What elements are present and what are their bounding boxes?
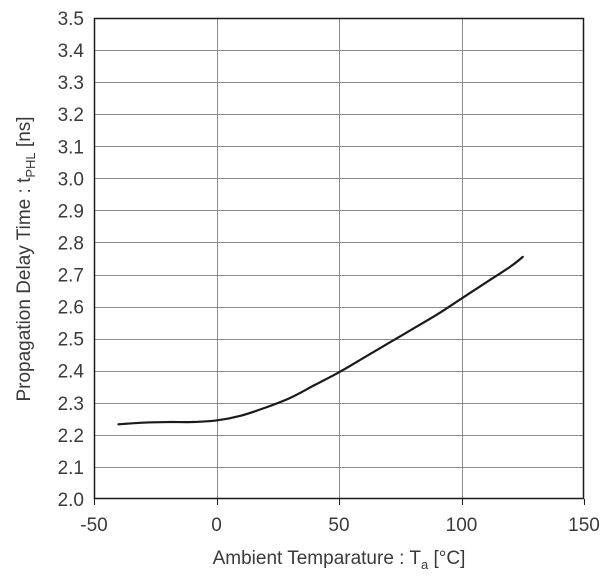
y-tick-label: 2.5 [58,330,84,351]
y-tick-label: 3.1 [58,137,84,158]
x-axis-title-subscript: a [421,557,429,572]
y-tick-labels: 2.0 2.1 2.2 2.3 2.4 2.5 2.6 2.7 2.8 2.9 3.0 3.1 3.2 3… [58,9,85,511]
y-tick-label: 2.6 [58,298,84,319]
y-axis-title: Propagation Delay Time : tPHL [ns] [14,116,38,401]
y-tick-label: 2.7 [58,266,84,287]
x-tick-labels: -50 0 50 100 150 [80,515,600,536]
x-tick-label: 150 [568,515,600,536]
grid-layer [94,18,584,499]
y-axis-title-subscript: PHL [23,152,38,177]
y-tick-label: 3.4 [58,41,85,62]
series-line [117,255,524,426]
x-tick-label: 50 [328,515,349,536]
y-tick-label: 2.0 [58,490,84,511]
x-tick-label: -50 [80,515,107,536]
x-axis-title: Ambient Temparature : Ta [°C] [213,548,466,572]
plot-frame-layer [93,17,585,505]
series-layer [117,255,524,426]
y-tick-label: 3.0 [58,169,84,190]
y-tick-label: 2.1 [58,458,84,479]
y-tick-label: 2.8 [58,233,84,254]
y-tick-label: 3.2 [58,105,84,126]
plot-frame [93,17,585,500]
x-tick-label: 0 [211,515,222,536]
y-tick-label: 2.9 [58,201,84,222]
x-axis-title-main: Ambient Temparature : T [213,548,422,569]
y-tick-label: 2.3 [58,394,84,415]
x-axis-title-unit: [°C] [428,548,465,569]
y-tick-label: 2.4 [58,362,85,383]
y-axis-title-main: Propagation Delay Time : t [14,177,35,402]
x-tick-label: 100 [446,515,478,536]
y-tick-label: 3.3 [58,73,84,94]
y-tick-label: 2.2 [58,426,84,447]
y-tick-label: 3.5 [58,9,84,30]
y-axis-title-unit: [ns] [14,116,35,152]
